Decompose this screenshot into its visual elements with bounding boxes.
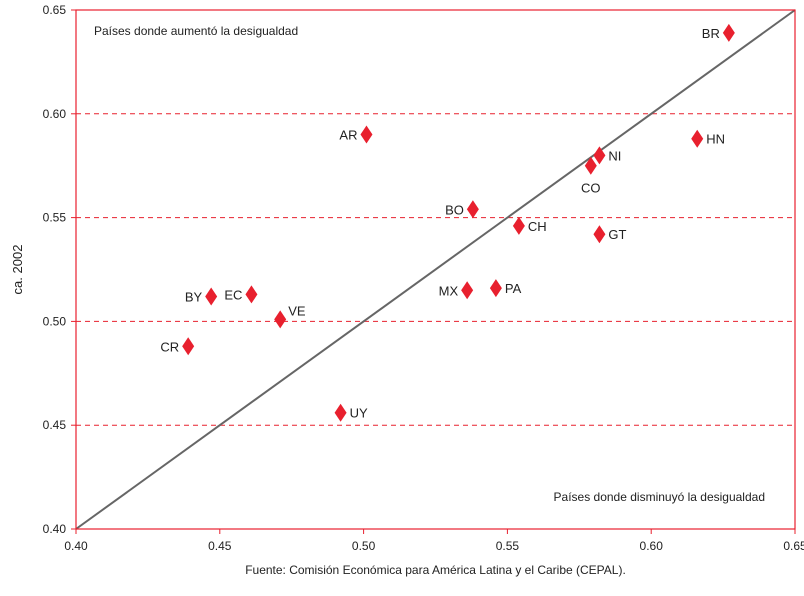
point-label: EC	[224, 287, 242, 302]
y-tick-label: 0.45	[43, 418, 67, 432]
annotation-decreased: Países donde disminuyó la desigualdad	[554, 490, 765, 504]
diamond-marker	[593, 225, 606, 244]
point-label: CO	[581, 181, 601, 196]
data-point-ch: CH	[512, 216, 547, 235]
point-label: HN	[706, 132, 725, 147]
point-label: GT	[608, 227, 626, 242]
y-axis-label: ca. 2002	[10, 245, 25, 295]
y-axis-ticks: 0.40 0.45 0.50 0.55 0.60 0.65	[43, 3, 76, 536]
point-label: NI	[608, 148, 621, 163]
diamond-marker	[360, 125, 373, 144]
data-point-ve: VE	[274, 303, 306, 329]
point-label: BR	[702, 26, 720, 41]
y-tick-label: 0.65	[43, 3, 67, 17]
point-label: VE	[288, 303, 306, 318]
x-tick-label: 0.65	[783, 539, 804, 553]
data-point-mx: MX	[439, 281, 474, 300]
y-tick-label: 0.55	[43, 211, 67, 225]
diamond-marker	[461, 281, 474, 300]
data-point-bo: BO	[445, 200, 479, 219]
data-point-pa: PA	[489, 279, 522, 298]
data-points: BR AR HN NI CO BO CH GT PA MX EC BY VE CR UY	[160, 23, 735, 422]
diamond-marker	[274, 310, 287, 329]
diamond-marker	[691, 129, 704, 148]
point-label: AR	[339, 128, 357, 143]
x-tick-label: 0.50	[352, 539, 376, 553]
data-point-by: BY	[185, 287, 218, 306]
point-label: UY	[350, 406, 368, 421]
data-point-co: CO	[581, 156, 601, 196]
point-label: CR	[160, 339, 179, 354]
point-label: BY	[185, 289, 203, 304]
plot-frame	[75, 9, 796, 530]
point-label: BO	[445, 202, 464, 217]
diamond-marker	[334, 403, 347, 422]
x-tick-label: 0.40	[64, 539, 88, 553]
point-label: MX	[439, 283, 459, 298]
data-point-ni: NI	[593, 146, 621, 165]
y-tick-label: 0.50	[43, 314, 67, 328]
diamond-marker	[205, 287, 218, 306]
data-point-cr: CR	[160, 337, 195, 356]
x-axis-ticks: 0.40 0.45 0.50 0.55 0.60 0.65	[64, 529, 804, 553]
diamond-marker	[489, 279, 502, 298]
data-point-ar: AR	[339, 125, 373, 144]
y-tick-label: 0.40	[43, 522, 67, 536]
x-tick-label: 0.45	[208, 539, 232, 553]
diamond-marker	[245, 285, 258, 304]
x-tick-label: 0.60	[640, 539, 664, 553]
data-point-gt: GT	[593, 225, 627, 244]
reference-line	[75, 9, 796, 530]
diamond-marker	[593, 146, 606, 165]
x-tick-label: 0.55	[496, 539, 520, 553]
diamond-marker	[722, 23, 735, 42]
y-tick-label: 0.60	[43, 107, 67, 121]
data-point-ec: EC	[224, 285, 258, 304]
point-label: PA	[505, 281, 522, 296]
data-point-hn: HN	[691, 129, 725, 148]
source-note: Fuente: Comisión Económica para América …	[245, 563, 626, 577]
data-point-br: BR	[702, 23, 735, 42]
diamond-marker	[512, 216, 525, 235]
point-label: CH	[528, 219, 547, 234]
diamond-marker	[466, 200, 479, 219]
diamond-marker	[182, 337, 195, 356]
annotation-increased: Países donde aumentó la desigualdad	[94, 24, 298, 38]
diamond-marker	[584, 156, 597, 175]
data-point-uy: UY	[334, 403, 368, 422]
gridlines	[76, 9, 795, 426]
